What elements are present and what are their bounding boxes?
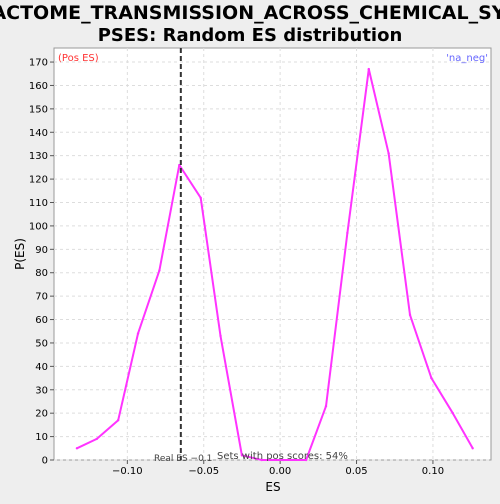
y-tick-label: 160: [29, 81, 48, 92]
x-tick-label: 0.10: [422, 466, 444, 477]
data-point: [116, 419, 120, 422]
data-point: [408, 313, 412, 317]
data-point: [324, 404, 328, 408]
x-tick-label: 0.00: [269, 466, 291, 477]
x-tick-label: −0.10: [112, 466, 143, 477]
real-es-label: Real ES −0.1: [154, 454, 212, 464]
y-tick-label: 40: [35, 362, 48, 373]
y-tick-label: 10: [35, 432, 48, 443]
y-tick-label: 0: [42, 456, 48, 467]
data-point: [136, 332, 140, 335]
x-tick-label: 0.05: [345, 466, 367, 477]
data-point: [346, 231, 349, 235]
data-point: [240, 454, 244, 457]
y-tick-label: 70: [35, 292, 48, 303]
y-tick-label: 50: [35, 338, 48, 349]
data-point: [158, 269, 161, 272]
grid-lines: [54, 48, 491, 461]
data-point: [451, 411, 455, 415]
y-tick-label: 120: [29, 175, 48, 186]
y-tick-label: 150: [29, 104, 48, 115]
y-axis: 0 10 20 30 40 50 60 70 80 90 100 110 120 130 140 150 160…: [29, 58, 54, 467]
pos-es-label: (Pos ES): [58, 53, 99, 64]
na-neg-label: 'na_neg': [446, 53, 488, 64]
plot-area: [53, 47, 492, 461]
x-axis-label: ES: [265, 480, 280, 494]
series-layer: [75, 67, 474, 462]
data-point: [304, 458, 308, 462]
y-tick-label: 20: [35, 409, 48, 420]
chart-title-line-1: REACTOME_TRANSMISSION_ACROSS_CHEMICAL_SY…: [0, 2, 500, 24]
y-tick-label: 170: [29, 58, 48, 69]
x-tick-label: −0.05: [188, 466, 219, 477]
data-point: [75, 447, 79, 450]
y-tick-label: 80: [35, 268, 48, 279]
series-line: [76, 68, 474, 461]
y-tick-label: 60: [35, 315, 48, 326]
y-tick-label: 110: [29, 198, 48, 209]
y-tick-label: 130: [29, 151, 48, 162]
data-point: [471, 447, 474, 450]
y-axis-label: P(ES): [13, 238, 27, 270]
chart-title-line-2: PSES: Random ES distribution: [98, 25, 403, 46]
data-point: [219, 334, 222, 338]
data-point: [430, 376, 433, 380]
y-tick-label: 90: [35, 245, 48, 256]
y-tick-label: 140: [29, 128, 48, 139]
data-point: [260, 458, 264, 462]
data-point: [95, 437, 98, 441]
data-point: [367, 67, 370, 71]
y-tick-label: 30: [35, 385, 48, 396]
data-point: [387, 152, 390, 155]
y-tick-label: 100: [29, 221, 48, 232]
sets-pos-label: Sets with pos scores: 54%: [217, 451, 348, 462]
data-point: [281, 458, 285, 462]
data-point: [199, 196, 202, 200]
